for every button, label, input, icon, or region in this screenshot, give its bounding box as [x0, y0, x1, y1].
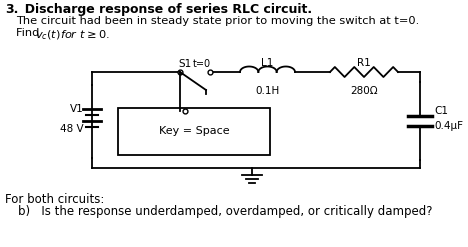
Text: 0.4μF: 0.4μF — [434, 121, 463, 131]
Text: Find: Find — [16, 28, 43, 38]
Text: t=0: t=0 — [193, 59, 211, 69]
Text: b)   Is the response underdamped, overdamped, or critically damped?: b) Is the response underdamped, overdamp… — [18, 205, 432, 218]
Text: R1: R1 — [357, 58, 371, 68]
Bar — [118, 108, 270, 155]
Text: 48 V: 48 V — [60, 124, 84, 133]
Text: $for$: $for$ — [60, 28, 78, 40]
Text: 280Ω: 280Ω — [350, 86, 378, 96]
Text: L1: L1 — [261, 58, 274, 68]
Text: $v_c(t)$: $v_c(t)$ — [35, 28, 61, 41]
Text: 0.1H: 0.1H — [256, 86, 279, 96]
Text: V1: V1 — [70, 104, 84, 115]
Text: C1: C1 — [434, 106, 448, 116]
Text: 3.: 3. — [5, 3, 18, 16]
Text: S1: S1 — [178, 59, 191, 69]
Text: $t \geq 0.$: $t \geq 0.$ — [76, 28, 110, 40]
Text: The circuit had been in steady state prior to moving the switch at t=0.: The circuit had been in steady state pri… — [16, 16, 419, 26]
Text: Key = Space: Key = Space — [159, 126, 229, 137]
Text: Discharge response of series RLC circuit.: Discharge response of series RLC circuit… — [16, 3, 312, 16]
Text: For both circuits:: For both circuits: — [5, 193, 104, 206]
